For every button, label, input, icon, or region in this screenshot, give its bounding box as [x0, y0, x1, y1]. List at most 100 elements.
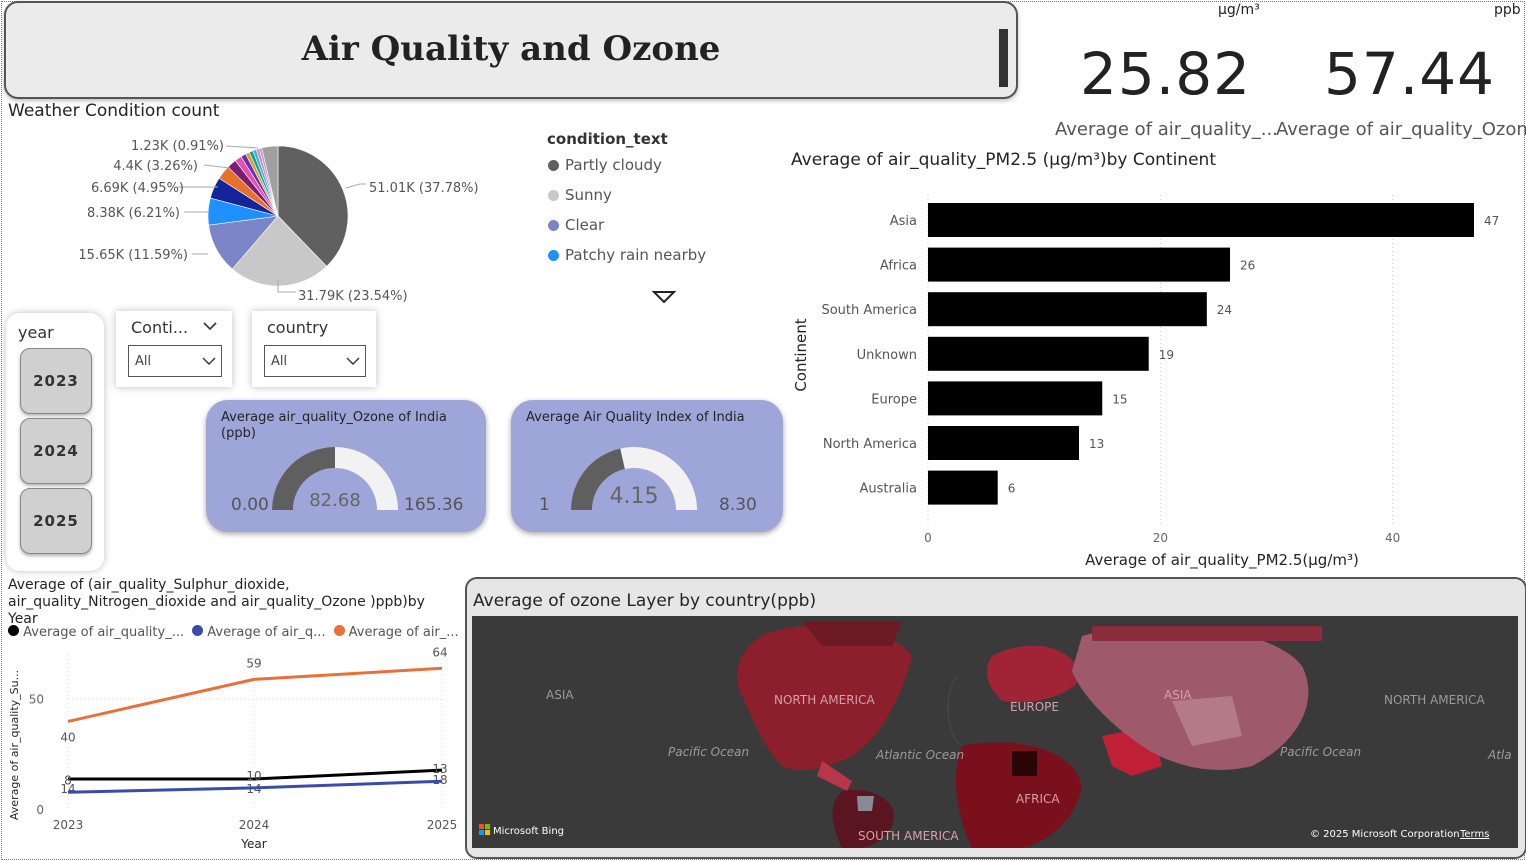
- bar-data-label: 13: [1089, 437, 1104, 451]
- year-slicer-label: year: [18, 323, 54, 342]
- legend-dot-icon: [548, 249, 559, 261]
- gauge-aqi-value: 4.15: [609, 484, 659, 509]
- map-region-europe: [986, 645, 1082, 703]
- line-series-2[interactable]: [67, 666, 443, 723]
- line-data-label: 13: [432, 762, 447, 776]
- bar-category-label: Europe: [871, 392, 917, 407]
- bing-attribution: Microsoft Bing: [493, 826, 564, 837]
- legend-dot-icon: [548, 189, 559, 201]
- map-labels: ASIA NORTH AMERICA EUROPE ASIA NORTH AME…: [546, 688, 1512, 843]
- country-dropdown-value: All: [271, 354, 288, 369]
- line-gridlines: 0 50 2023 2024 2025: [29, 655, 458, 832]
- legend-scroll-down-icon[interactable]: [652, 290, 676, 304]
- pm25-bar-chart[interactable]: 0 20 40 Asia 47 Africa 26 South America 24 Unkno…: [785, 180, 1520, 575]
- bar-australia[interactable]: [928, 470, 998, 505]
- line-xtick-label: 2024: [239, 818, 270, 832]
- bar-africa[interactable]: [928, 247, 1231, 282]
- line-series-0[interactable]: [68, 768, 443, 781]
- continent-dropdown[interactable]: All: [128, 345, 222, 377]
- year-button-2023[interactable]: 2023: [20, 348, 92, 414]
- legend-item-sunny[interactable]: Sunny: [548, 180, 706, 210]
- line-data-label: 59: [246, 656, 261, 670]
- bar-asia[interactable]: [928, 203, 1474, 237]
- kpi-ozone-label: Average of air_quality_Ozone: [1276, 119, 1526, 140]
- bar-data-label: 15: [1112, 392, 1127, 406]
- line-legend-item-no2[interactable]: Average of air_q...: [192, 625, 326, 640]
- bar-xtick-label: 0: [924, 531, 932, 545]
- pie-slice-1[interactable]: [231, 215, 328, 287]
- line-xaxis-title: Year: [240, 837, 266, 851]
- bar-xtick-label: 40: [1385, 531, 1400, 545]
- legend-item-clear[interactable]: Clear: [548, 210, 706, 240]
- ozone-world-map[interactable]: ASIA NORTH AMERICA EUROPE ASIA NORTH AME…: [472, 616, 1518, 848]
- year-button-2024[interactable]: 2024: [20, 418, 92, 484]
- kpi-ozone-unit: ppb: [1494, 2, 1521, 18]
- gauge-aqi-min: 1: [539, 495, 550, 515]
- map-region-africa: [955, 742, 1082, 848]
- line-ytick-label: 0: [36, 803, 44, 817]
- bar-gridlines: 0 20 40: [924, 195, 1400, 545]
- map-label: NORTH AMERICA: [774, 693, 875, 707]
- map-label: NORTH AMERICA: [1384, 693, 1485, 707]
- bar-data-label: 47: [1484, 214, 1499, 228]
- legend-item-patchy-rain[interactable]: Patchy rain nearby: [548, 240, 706, 270]
- legend-item-partly-cloudy[interactable]: Partly cloudy: [548, 150, 706, 180]
- pie-slice-0[interactable]: [277, 145, 349, 267]
- weather-pie-chart[interactable]: 51.01K (37.78%) 31.79K (23.54%) 15.65K (…: [80, 130, 500, 310]
- chevron-down-icon[interactable]: [202, 321, 218, 331]
- year-button-2025[interactable]: 2025: [20, 488, 92, 554]
- map-region-asia: [1072, 626, 1309, 770]
- bar-category-label: North America: [823, 437, 917, 452]
- line-legend-item-ozone[interactable]: Average of air_...: [333, 625, 459, 640]
- bar-unknown[interactable]: [928, 336, 1149, 371]
- chevron-down-icon: [346, 357, 360, 365]
- bar-data-label: 6: [1008, 482, 1016, 496]
- kpi-pm25-label: Average of air_quality_...: [1055, 119, 1278, 140]
- gauge-ozone-value: 82.68: [309, 490, 361, 511]
- gauge-card-ozone-india[interactable]: Average air_quality_Ozone of India (ppb)…: [206, 400, 486, 532]
- gauge-aqi-max: 8.30: [719, 495, 757, 515]
- map-terms-link[interactable]: Terms: [1459, 829, 1489, 840]
- line-xtick-label: 2025: [427, 818, 458, 832]
- legend-dot-icon: [333, 625, 345, 636]
- pie-label-7: 1.23K (0.91%): [131, 139, 224, 154]
- bar-europe[interactable]: [928, 381, 1103, 416]
- continent-dropdown-value: All: [135, 354, 152, 369]
- gauge-aqi-dial: [571, 447, 697, 510]
- gauge-ozone-min: 0.00: [231, 495, 269, 515]
- legend-dot-icon: [8, 625, 19, 636]
- pie-data-labels: 51.01K (37.78%) 31.79K (23.54%) 15.65K (…: [80, 139, 479, 304]
- legend-dot-icon: [192, 625, 204, 636]
- pm25-chart-title: Average of air_quality_PM2.5 (µg/m³)by C…: [791, 150, 1216, 170]
- line-xtick-label: 2023: [53, 818, 84, 832]
- map-copyright: © 2025 Microsoft Corporation: [1310, 829, 1460, 840]
- line-yaxis-title: Average of air_quality_Su...: [8, 670, 21, 820]
- country-dropdown[interactable]: All: [264, 345, 366, 377]
- bar-xtick-label: 20: [1153, 531, 1168, 545]
- page-title: Air Quality and Ozone: [301, 29, 721, 69]
- legend-title: condition_text: [547, 130, 668, 148]
- title-accent-bar: [999, 29, 1008, 87]
- weather-legend: Partly cloudy Sunny Clear Patchy rain ne…: [548, 150, 706, 270]
- year-slicer: year 2023 2024 2025: [6, 313, 104, 571]
- line-series-1[interactable]: [67, 779, 443, 794]
- gauge-aqi-title: Average Air Quality Index of India: [526, 410, 745, 425]
- bar-data-label: 24: [1217, 303, 1232, 317]
- bar-category-label: Africa: [880, 259, 917, 274]
- chevron-down-icon: [202, 357, 216, 365]
- bar-north-america[interactable]: [928, 426, 1080, 460]
- bar-category-label: Asia: [890, 214, 917, 229]
- map-label: Pacific Ocean: [668, 745, 749, 759]
- line-legend-item-so2[interactable]: Average of air_quality_...: [8, 625, 184, 640]
- map-region-north-america: [737, 625, 912, 771]
- pm25-yaxis-title: Continent: [792, 318, 810, 391]
- bar-south-america[interactable]: [928, 292, 1207, 327]
- pie-leader-lines: [178, 145, 366, 293]
- microsoft-logo-icon: [479, 824, 490, 835]
- bar-marks: Asia 47 Africa 26 South America 24 Unknown 19 Eu…: [821, 203, 1499, 505]
- pie-label-partly-cloudy: 51.01K (37.78%): [369, 181, 479, 196]
- pie-slice-14[interactable]: [261, 145, 279, 217]
- gauge-ozone-title: Average air_quality_Ozone of India (ppb): [221, 410, 447, 441]
- gauge-card-aqi-india[interactable]: Average Air Quality Index of India 1 4.1…: [511, 400, 783, 532]
